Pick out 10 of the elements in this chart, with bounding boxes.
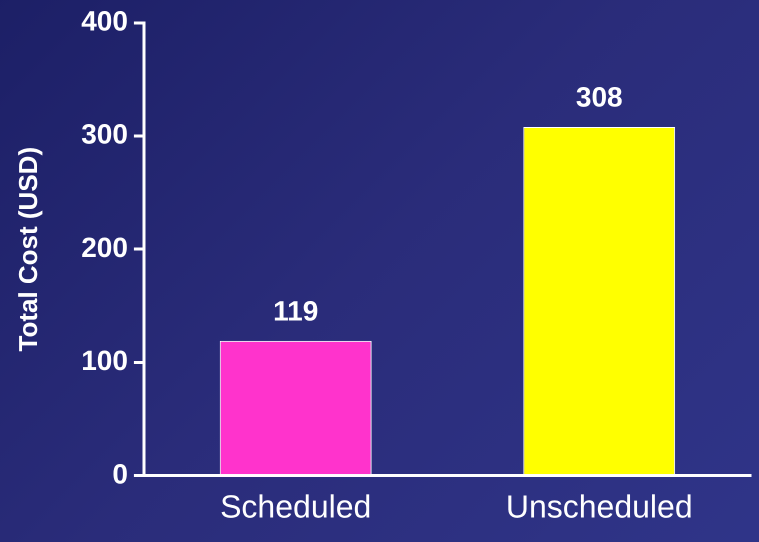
y-tick-label: 200 bbox=[81, 232, 128, 263]
data-label: 119 bbox=[273, 296, 318, 327]
y-tick-label: 0 bbox=[112, 458, 128, 490]
y-tick-label: 400 bbox=[81, 6, 128, 37]
y-tick-label: 100 bbox=[81, 345, 128, 376]
y-tick-label: 300 bbox=[81, 118, 128, 150]
x-tick-label: Scheduled bbox=[220, 488, 372, 525]
data-label: 308 bbox=[576, 82, 623, 113]
y-axis-title: Total Cost (USD) bbox=[12, 146, 43, 352]
x-tick-label: Unscheduled bbox=[506, 488, 693, 525]
